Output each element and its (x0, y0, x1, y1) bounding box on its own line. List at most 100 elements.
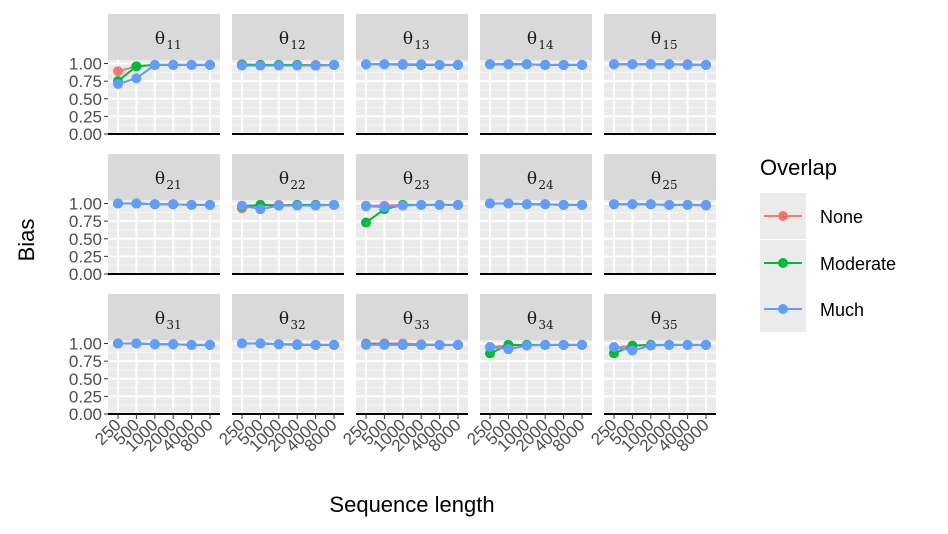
data-point-much (645, 340, 656, 351)
legend-label-moderate: Moderate (820, 254, 896, 274)
data-point-much (131, 73, 142, 84)
data-point-moderate (131, 61, 142, 72)
facet-strip (108, 154, 220, 200)
facet-strip (604, 294, 716, 340)
facet-strip-subscript: 35 (662, 318, 677, 332)
data-point-much (453, 199, 463, 210)
data-point-much (397, 200, 408, 211)
legend-key-point (778, 304, 788, 314)
data-point-much (149, 339, 160, 350)
facet-panel: θ 21 0.000.250.500.751.00 (69, 154, 220, 284)
data-point-much (237, 60, 247, 71)
legend-label-none: None (820, 207, 863, 227)
facet-strip-label: θ (527, 169, 537, 189)
data-point-much (255, 204, 266, 215)
facet-strip-subscript: 32 (290, 318, 305, 332)
data-point-much (416, 59, 427, 70)
data-point-much (540, 339, 551, 350)
facet-strip (356, 14, 468, 60)
panel-background (604, 200, 716, 274)
facet-strip (232, 154, 344, 200)
facet-strip-subscript: 11 (166, 38, 181, 52)
legend-keys: None Moderate Much (760, 193, 896, 332)
facet-strip-label: θ (279, 309, 289, 329)
facet-strip-label: θ (651, 309, 661, 329)
y-tick-label: 0.50 (69, 370, 102, 389)
facet-panel: θ 15 (604, 14, 716, 135)
panel-background (232, 200, 344, 274)
data-point-much (329, 339, 339, 350)
facet-strip (480, 154, 592, 200)
data-point-much (664, 59, 675, 70)
data-point-much (131, 198, 142, 209)
panel-background (108, 200, 220, 274)
legend-key-point (778, 211, 788, 221)
data-point-much (379, 339, 390, 350)
data-point-much (558, 59, 569, 70)
panel-background (108, 340, 220, 414)
data-point-much (361, 59, 371, 70)
facet-strip-subscript: 23 (414, 178, 429, 192)
data-point-much (627, 59, 638, 70)
facet-strip-label: θ (155, 29, 165, 49)
facet-strip-subscript: 12 (290, 38, 305, 52)
data-point-much (434, 339, 445, 350)
data-point-much (273, 200, 284, 211)
y-tick-label: 0.00 (69, 265, 102, 284)
data-point-much (205, 199, 215, 210)
panel-background (108, 60, 220, 134)
y-tick-label: 0.75 (69, 212, 102, 231)
y-tick-label: 0.25 (69, 387, 102, 406)
legend-title: Overlap (760, 155, 837, 180)
data-point-much (168, 339, 179, 350)
data-point-much (701, 199, 711, 210)
data-point-much (361, 339, 371, 350)
x-axis-title: Sequence length (329, 492, 494, 517)
y-tick-label: 0.75 (69, 72, 102, 91)
data-point-much (397, 339, 408, 350)
legend: Overlap None Moderate Much (760, 155, 896, 332)
facet-panel: θ 22 (232, 154, 344, 275)
facet-strip (480, 14, 592, 60)
facet-strip-label: θ (403, 309, 413, 329)
panel-background (232, 340, 344, 414)
facet-strip (108, 14, 220, 60)
data-point-much (329, 59, 339, 70)
facet-panel: θ 25 (604, 154, 716, 275)
y-tick-label: 1.00 (69, 55, 102, 74)
data-point-much (255, 338, 266, 349)
data-point-much (149, 199, 160, 210)
facet-strip-label: θ (527, 309, 537, 329)
y-axis-title: Bias (14, 219, 39, 262)
data-point-much (701, 59, 711, 70)
data-point-much (329, 199, 339, 210)
data-point-much (168, 59, 179, 70)
facet-strip (108, 294, 220, 340)
legend-key-point (778, 258, 788, 268)
data-point-much (627, 345, 638, 356)
data-point-much (682, 59, 693, 70)
data-point-much (609, 199, 619, 210)
panel-background (356, 340, 468, 414)
panel-background (356, 60, 468, 134)
data-point-much (609, 342, 619, 353)
panel-background (356, 200, 468, 274)
data-point-much (521, 340, 532, 351)
facet-strip-label: θ (155, 309, 165, 329)
data-point-much (503, 344, 514, 355)
data-point-much (577, 199, 587, 210)
facet-panel: θ 11 0.000.250.500.751.00 (69, 14, 220, 144)
facet-strip-subscript: 15 (662, 38, 677, 52)
data-point-much (577, 339, 587, 350)
facet-strip-subscript: 13 (414, 38, 429, 52)
facet-strip-subscript: 25 (662, 178, 677, 192)
data-point-much (503, 198, 514, 209)
data-point-much (292, 200, 303, 211)
facet-strip-label: θ (155, 169, 165, 189)
data-point-much (627, 199, 638, 210)
data-point-moderate (361, 217, 371, 228)
data-point-much (645, 199, 656, 210)
